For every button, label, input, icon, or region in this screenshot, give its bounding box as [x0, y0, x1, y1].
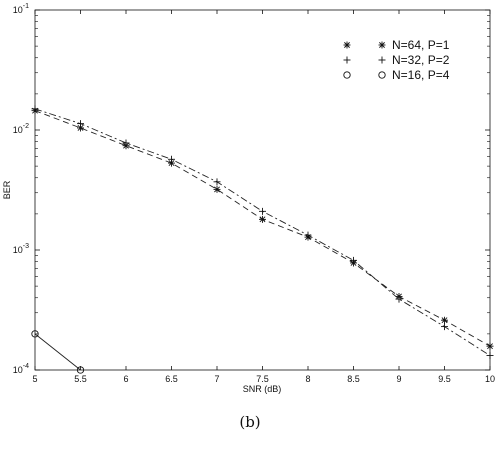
legend-entry: N=32, P=2 [392, 53, 450, 67]
marker-stroke [77, 125, 84, 131]
data-point-series-2 [122, 139, 130, 147]
x-tick-label: 8.5 [347, 374, 360, 384]
data-point-series-2 [350, 256, 357, 264]
data-point-series-3 [31, 330, 39, 338]
data-point-series-1 [213, 185, 221, 193]
marker-stroke [259, 216, 266, 223]
legend-entry: N=64, P=1 [392, 38, 450, 52]
data-point-series-2 [395, 295, 403, 303]
marker-stroke [214, 186, 220, 193]
data-point-series-2 [304, 231, 312, 239]
series-line-3 [34, 333, 81, 371]
x-axis-label: SNR (dB) [243, 384, 282, 394]
marker-stroke [441, 317, 448, 324]
data-point-series-2 [259, 207, 266, 215]
series-line-2 [34, 108, 491, 356]
x-tick-label: 9 [396, 374, 401, 384]
data-point-series-2 [77, 120, 84, 128]
series-markers [31, 105, 494, 374]
marker-stroke [343, 71, 351, 79]
legend-marker-right [378, 56, 386, 64]
x-tick-label: 5 [32, 374, 37, 384]
data-point-series-2 [168, 155, 175, 163]
figure-caption: (b) [239, 413, 261, 431]
y-tick-label: 10-2 [13, 123, 29, 135]
x-tick-label: 6 [123, 374, 128, 384]
data-point-series-2 [31, 105, 39, 113]
series-lines [34, 108, 491, 371]
marker-stroke [487, 343, 493, 350]
legend-marker-right [378, 41, 386, 49]
x-tick-label: 9.5 [438, 374, 451, 384]
data-point-series-2 [213, 178, 221, 186]
y-axis-label: BER [2, 180, 12, 199]
marker-stroke [168, 160, 175, 167]
y-tick-label: 10-4 [13, 363, 29, 375]
data-point-series-3 [76, 366, 85, 374]
legend: N=64, P=1N=32, P=2N=16, P=4 [343, 38, 450, 82]
x-tick-label: 8 [305, 374, 310, 384]
data-point-series-2 [441, 323, 448, 331]
legend-entry: N=16, P=4 [392, 68, 450, 82]
legend-marker-left [343, 71, 351, 79]
data-point-series-1 [441, 316, 448, 324]
y-tick-label: 10-1 [13, 3, 29, 15]
x-tick-label: 7.5 [256, 374, 269, 384]
x-tick-label: 5.5 [74, 374, 87, 384]
x-tick-label: 6.5 [165, 374, 178, 384]
x-tick-label: 7 [214, 374, 219, 384]
marker-stroke [379, 42, 385, 48]
data-point-series-1 [259, 215, 266, 223]
ber-chart: 5 5.5 6 6.5 7 7.5 8 8.5 9 9.5 10 10-4 10-3 10-2 10-1 S… [2, 3, 495, 394]
legend-marker-left [343, 56, 351, 64]
legend-marker-right [378, 71, 386, 79]
marker-stroke [31, 330, 39, 338]
marker-stroke [344, 42, 350, 48]
data-point-series-1 [486, 342, 494, 350]
x-tick-label: 10 [485, 374, 495, 384]
series-line-1 [34, 110, 491, 347]
marker-stroke [76, 366, 85, 374]
marker-stroke [378, 71, 386, 79]
y-tick-label: 10-3 [13, 243, 29, 255]
data-point-series-2 [486, 352, 494, 360]
legend-marker-left [343, 41, 351, 49]
